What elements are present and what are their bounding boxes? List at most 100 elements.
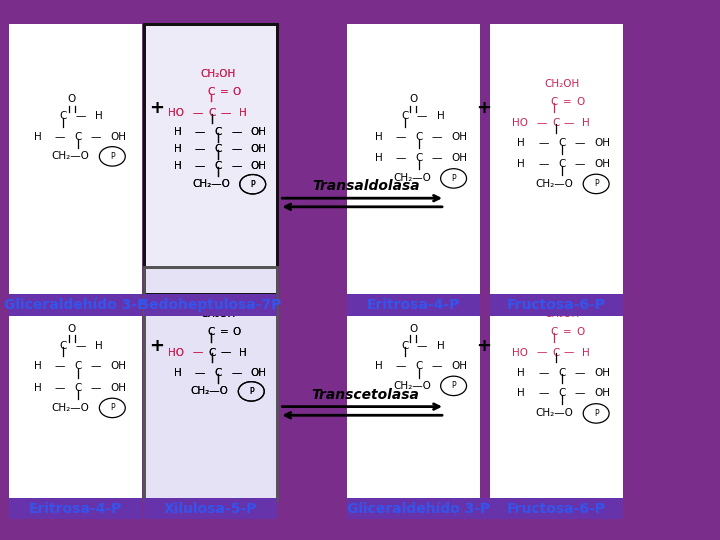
Text: —: —: [195, 127, 205, 137]
Text: H: H: [518, 159, 525, 169]
Text: —: —: [220, 108, 230, 118]
Bar: [9, 294, 142, 500]
Text: —: —: [564, 118, 574, 128]
Text: +: +: [150, 336, 164, 355]
Text: —: —: [231, 144, 241, 154]
Text: C: C: [551, 327, 558, 337]
Text: —: —: [220, 348, 230, 357]
Text: C: C: [209, 108, 216, 118]
Text: HO: HO: [168, 108, 184, 118]
Text: H: H: [96, 111, 103, 121]
Text: —: —: [195, 368, 205, 377]
Text: —: —: [220, 348, 230, 357]
Text: —: —: [231, 144, 241, 154]
Text: H: H: [518, 368, 525, 377]
Bar: [490, 294, 623, 316]
Text: H: H: [239, 348, 246, 357]
Text: P: P: [249, 387, 253, 396]
Text: —: —: [396, 132, 406, 142]
Text: CH₂OH: CH₂OH: [544, 79, 579, 89]
Bar: [144, 267, 277, 500]
Text: =: =: [220, 327, 228, 337]
Text: —: —: [193, 348, 203, 357]
Text: +: +: [477, 336, 491, 355]
Text: C: C: [215, 368, 222, 377]
Text: —: —: [539, 159, 549, 169]
Text: H: H: [34, 383, 41, 393]
Text: C: C: [207, 327, 215, 337]
Text: CH₂—O: CH₂—O: [536, 408, 573, 418]
Text: C: C: [209, 348, 216, 357]
Text: C: C: [74, 361, 81, 372]
Bar: [144, 267, 277, 500]
Text: —: —: [91, 132, 101, 142]
Text: O: O: [233, 87, 241, 97]
Text: —: —: [432, 153, 442, 164]
Text: CH₂—O: CH₂—O: [192, 179, 230, 189]
Text: P: P: [594, 179, 598, 188]
Text: H: H: [375, 361, 382, 372]
Text: C: C: [215, 144, 222, 154]
Text: OH: OH: [251, 161, 266, 171]
Bar: [144, 24, 277, 294]
Text: —: —: [417, 341, 427, 350]
Text: P: P: [594, 409, 598, 418]
Bar: [9, 498, 142, 519]
Bar: [490, 24, 623, 294]
Text: O: O: [409, 94, 418, 104]
Text: —: —: [231, 127, 241, 137]
Text: —: —: [193, 348, 203, 357]
Text: Gliceraldehído 3-P: Gliceraldehído 3-P: [4, 298, 147, 312]
Text: OH: OH: [594, 159, 610, 169]
Text: —: —: [220, 108, 230, 118]
Text: —: —: [539, 138, 549, 148]
Text: C: C: [558, 138, 565, 148]
Text: Eritrosa-4-P: Eritrosa-4-P: [29, 502, 122, 516]
Text: —: —: [91, 361, 101, 372]
Text: C: C: [415, 132, 423, 142]
Text: OH: OH: [110, 383, 126, 393]
Text: CH₂OH: CH₂OH: [201, 309, 235, 319]
Bar: [347, 24, 480, 294]
Text: —: —: [575, 159, 585, 169]
Text: P: P: [249, 387, 253, 396]
Text: CH₂—O: CH₂—O: [191, 387, 228, 396]
Text: H: H: [375, 153, 382, 164]
Bar: [144, 498, 277, 519]
Text: C: C: [415, 153, 423, 164]
Text: C: C: [207, 327, 215, 337]
Text: CH₂—O: CH₂—O: [52, 403, 89, 413]
Bar: [144, 24, 277, 294]
Text: —: —: [195, 161, 205, 171]
Text: H: H: [96, 341, 103, 350]
Text: H: H: [174, 161, 181, 171]
Text: HO: HO: [512, 118, 528, 128]
Text: H: H: [239, 108, 246, 118]
Text: —: —: [231, 161, 241, 171]
Text: C: C: [215, 368, 222, 377]
Text: Fructosa-6-P: Fructosa-6-P: [507, 502, 606, 516]
Text: H: H: [437, 111, 444, 121]
Text: —: —: [55, 361, 65, 372]
Text: OH: OH: [251, 161, 266, 171]
Text: H: H: [239, 108, 246, 118]
Text: CH₂OH: CH₂OH: [201, 309, 235, 319]
Text: CH₂OH: CH₂OH: [201, 69, 235, 79]
Text: Eritrosa-4-P: Eritrosa-4-P: [367, 298, 460, 312]
Text: —: —: [195, 161, 205, 171]
Text: CH₂—O: CH₂—O: [192, 179, 230, 189]
Text: H: H: [174, 161, 181, 171]
Text: C: C: [74, 132, 81, 142]
Bar: [144, 267, 277, 500]
Text: —: —: [231, 368, 241, 377]
Text: —: —: [231, 127, 241, 137]
Text: P: P: [110, 403, 114, 413]
Text: —: —: [539, 388, 549, 399]
Text: O: O: [68, 94, 76, 104]
Text: H: H: [174, 144, 181, 154]
Text: HO: HO: [168, 108, 184, 118]
Text: H: H: [518, 388, 525, 399]
Text: C: C: [60, 341, 67, 350]
Bar: [490, 267, 623, 500]
Text: CH₂—O: CH₂—O: [191, 387, 228, 396]
